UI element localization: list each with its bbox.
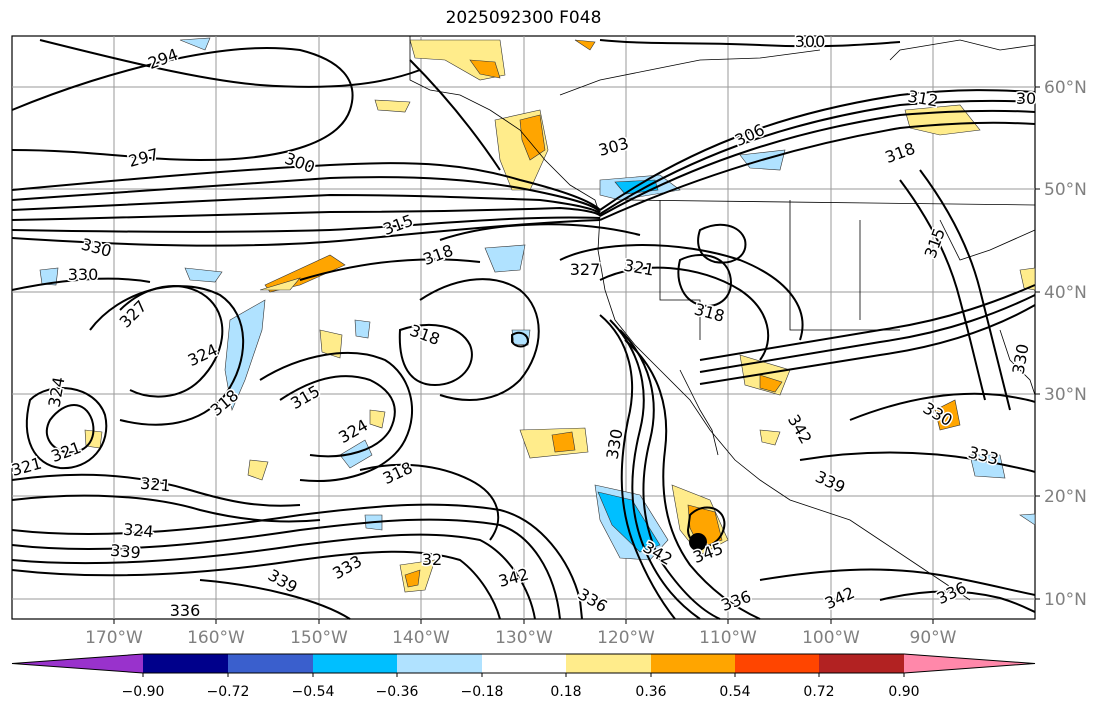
contour-label: 339	[109, 541, 141, 563]
colorbar-extend-high	[904, 654, 1035, 673]
lon-tick-label: 160°W	[187, 628, 245, 648]
colorbar-label: 0.90	[888, 684, 919, 700]
colorbar-label: 0.54	[719, 684, 750, 700]
lat-tick-label: 40°N	[1044, 283, 1087, 303]
contour-label: 32	[422, 550, 442, 569]
colorbar-label: −0.54	[292, 684, 335, 700]
colorbar	[11, 653, 1036, 674]
lon-tick-label: 110°W	[699, 628, 757, 648]
colorbar-label: −0.18	[461, 684, 504, 700]
cyclone-marker	[689, 533, 707, 551]
colorbar-segment	[819, 654, 904, 673]
gridlines	[12, 36, 1035, 619]
contour-label: 324	[122, 520, 154, 542]
colorbar-segment	[228, 654, 313, 673]
contour-label: 333	[966, 443, 1000, 469]
latitude-ticks: 60°N 50°N 40°N 30°N 20°N 10°N	[1035, 78, 1087, 610]
colorbar-label: 0.72	[803, 684, 834, 700]
chart-title: 2025092300 F048	[445, 8, 602, 28]
lat-tick-label: 20°N	[1044, 487, 1087, 507]
colorbar-extend-low	[12, 654, 143, 673]
shading-negative	[39, 37, 1036, 561]
contour-label: 330	[68, 265, 99, 284]
colorbar-labels: −0.90 −0.72 −0.54 −0.36 −0.18 0.18 0.36 0.54 0.7…	[122, 673, 920, 700]
lon-tick-label: 90°W	[910, 628, 957, 648]
colorbar-label: −0.90	[122, 684, 165, 700]
colorbar-label: −0.72	[207, 684, 250, 700]
colorbar-segment	[482, 654, 566, 673]
contour-label: 30	[1016, 89, 1036, 108]
colorbar-segment	[566, 654, 651, 673]
lon-tick-label: 170°W	[85, 628, 143, 648]
colorbar-label: −0.36	[376, 684, 419, 700]
longitude-ticks: 170°W 160°W 150°W 140°W 130°W 120°W 110°W 100°W…	[85, 619, 957, 648]
lon-tick-label: 120°W	[597, 628, 655, 648]
colorbar-segment	[651, 654, 735, 673]
contour-label: 330	[603, 427, 627, 460]
lat-tick-label: 60°N	[1044, 78, 1087, 98]
colorbar-segment	[143, 654, 228, 673]
coastlines	[409, 36, 1036, 601]
contour-label: 300	[795, 32, 826, 51]
lon-tick-label: 140°W	[392, 628, 450, 648]
contour-label: 321	[139, 474, 171, 496]
contour-label: 327	[570, 260, 601, 279]
lon-tick-label: 150°W	[290, 628, 348, 648]
contours	[11, 39, 1036, 620]
colorbar-segment	[735, 654, 819, 673]
colorbar-label: 0.18	[550, 684, 581, 700]
lat-tick-label: 50°N	[1044, 180, 1087, 200]
colorbar-segment	[313, 654, 397, 673]
shading-positive	[84, 39, 1036, 593]
lat-tick-label: 30°N	[1044, 385, 1087, 405]
lon-tick-label: 130°W	[495, 628, 553, 648]
contour-label: 336	[170, 601, 201, 620]
lat-tick-label: 10°N	[1044, 590, 1087, 610]
lon-tick-label: 100°W	[802, 628, 860, 648]
colorbar-segment	[397, 654, 482, 673]
colorbar-label: 0.36	[635, 684, 666, 700]
